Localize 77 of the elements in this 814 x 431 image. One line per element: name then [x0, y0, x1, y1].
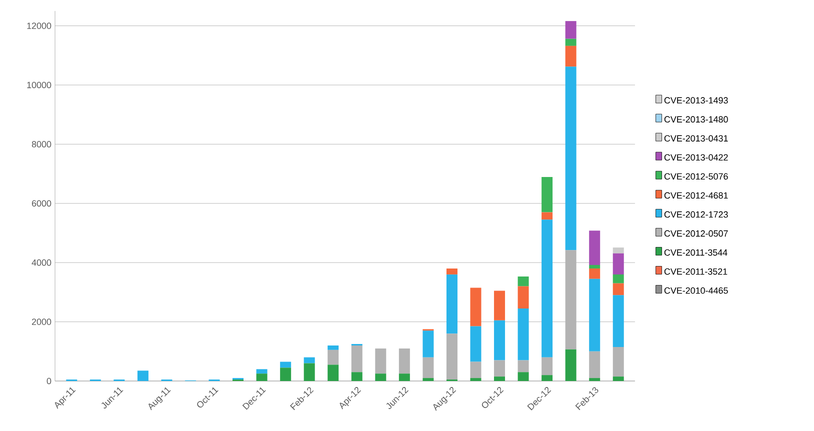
legend-label: CVE-2013-0422 [664, 154, 728, 161]
bar [565, 349, 576, 381]
bar [470, 362, 482, 378]
bar [589, 378, 600, 381]
bar [470, 378, 482, 381]
bar [612, 274, 624, 284]
bar [446, 334, 458, 380]
legend-label: CVE-2012-0507 [664, 230, 728, 237]
bar [328, 345, 339, 350]
bar [446, 268, 458, 274]
legend-label: CVE-2012-5076 [664, 173, 728, 180]
bar [565, 21, 576, 39]
legend-label: CVE-2013-0431 [664, 135, 728, 142]
legend-label: CVE-2011-3521 [664, 268, 728, 275]
bar [542, 220, 553, 358]
bar [565, 66, 576, 250]
y-tick-label: 6000 [32, 200, 52, 207]
bar [470, 326, 482, 362]
bar [137, 370, 148, 381]
bar [446, 274, 458, 334]
bar [422, 357, 434, 378]
bar [612, 253, 624, 274]
y-tick-label: 12000 [27, 22, 52, 29]
bar [612, 295, 624, 347]
bar [398, 348, 410, 374]
bar [422, 330, 434, 358]
bar [518, 360, 529, 372]
bar [565, 38, 576, 46]
bar [542, 357, 553, 376]
bar [612, 346, 624, 377]
y-tick-label: 4000 [32, 259, 52, 266]
y-tick-label: 8000 [32, 141, 52, 148]
bar [612, 283, 624, 296]
y-tick-label: 10000 [27, 82, 52, 88]
bar [589, 230, 600, 265]
y-tick-label: 2000 [32, 318, 52, 325]
legend-label: CVE-2013-1480 [664, 116, 728, 123]
bar [494, 320, 506, 360]
bar [304, 363, 315, 381]
bar [542, 375, 553, 381]
bar [280, 362, 292, 368]
bar [565, 250, 576, 350]
bar [398, 374, 410, 381]
bar [565, 46, 576, 67]
legend-label: CVE-2011-3544 [664, 249, 728, 256]
bar [518, 372, 529, 381]
y-tick-label: 0 [46, 378, 52, 384]
legend-label: CVE-2012-4681 [664, 192, 728, 199]
legend-label: CVE-2012-1723 [664, 211, 728, 218]
bar [351, 345, 362, 372]
bar [612, 376, 624, 381]
bar [256, 374, 268, 381]
bar [328, 350, 339, 365]
bar [494, 376, 506, 381]
bar [328, 364, 339, 381]
bar [542, 212, 553, 220]
legend-label: CVE-2010-4465 [664, 287, 728, 294]
bar [542, 177, 553, 212]
bar [351, 372, 362, 381]
bar [375, 374, 386, 381]
bar [256, 369, 268, 374]
bar [589, 268, 600, 279]
bar [589, 351, 600, 378]
legend-label: CVE-2013-1493 [664, 97, 728, 104]
bar [589, 264, 600, 269]
bar [518, 308, 529, 360]
bar [422, 378, 434, 381]
bar [375, 348, 386, 374]
bar [518, 286, 529, 308]
bar [470, 288, 482, 326]
bar [589, 278, 600, 352]
bar [304, 357, 315, 364]
bar [518, 276, 529, 286]
bar [612, 248, 624, 254]
bar [494, 290, 506, 320]
bar [280, 368, 292, 381]
bar [494, 360, 506, 377]
